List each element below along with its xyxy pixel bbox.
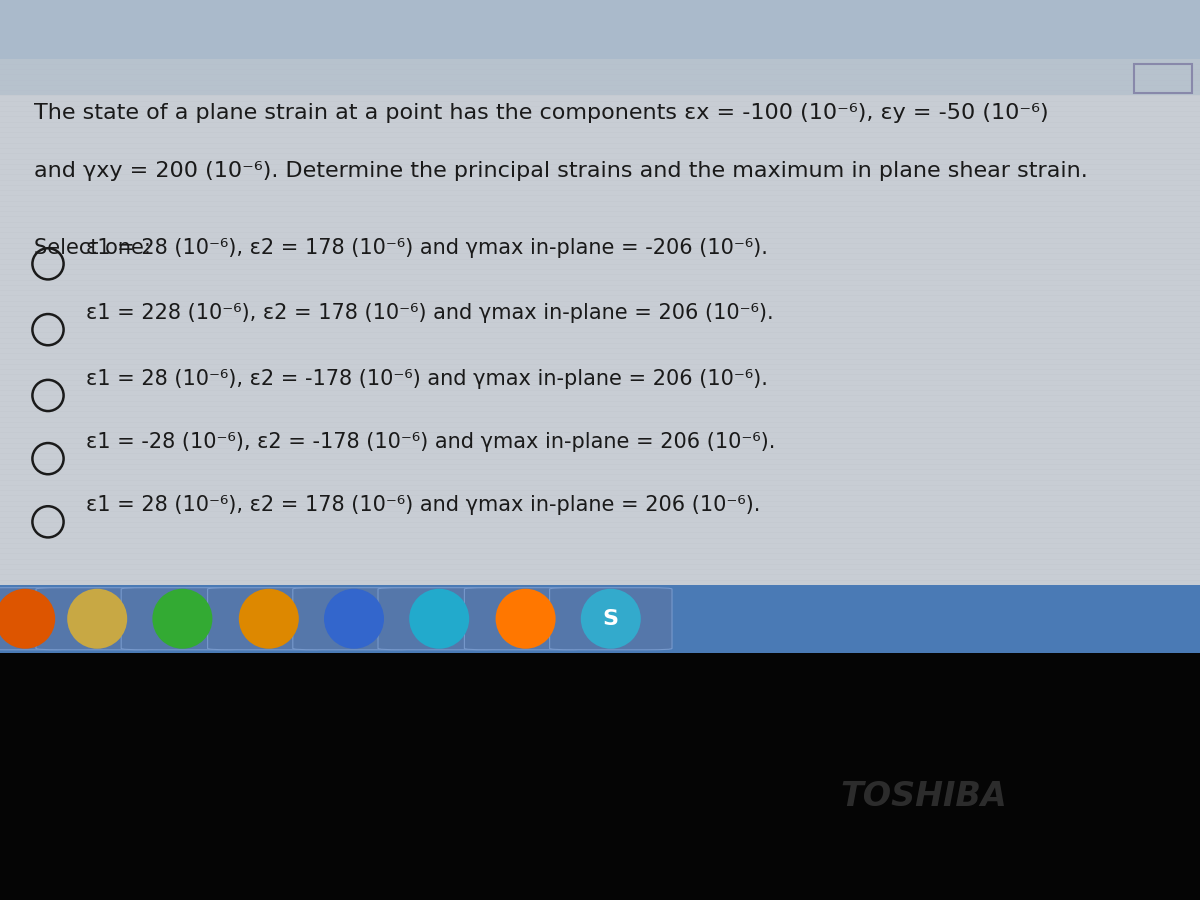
- Ellipse shape: [239, 589, 299, 649]
- FancyBboxPatch shape: [0, 585, 1200, 652]
- Ellipse shape: [152, 589, 212, 649]
- Text: ε1 = 28 (10⁻⁶), ε2 = 178 (10⁻⁶) and γmax in-plane = -206 (10⁻⁶).: ε1 = 28 (10⁻⁶), ε2 = 178 (10⁻⁶) and γmax…: [86, 238, 768, 257]
- FancyBboxPatch shape: [0, 58, 1200, 95]
- FancyBboxPatch shape: [550, 588, 672, 650]
- FancyBboxPatch shape: [464, 588, 587, 650]
- Text: The state of a plane strain at a point has the components εx = -100 (10⁻⁶), εy =: The state of a plane strain at a point h…: [34, 104, 1049, 123]
- Text: ε1 = 228 (10⁻⁶), ε2 = 178 (10⁻⁶) and γmax in-plane = 206 (10⁻⁶).: ε1 = 228 (10⁻⁶), ε2 = 178 (10⁻⁶) and γma…: [86, 303, 774, 323]
- FancyBboxPatch shape: [0, 652, 1200, 900]
- Text: Select one:: Select one:: [34, 238, 150, 257]
- Text: ε1 = 28 (10⁻⁶), ε2 = 178 (10⁻⁶) and γmax in-plane = 206 (10⁻⁶).: ε1 = 28 (10⁻⁶), ε2 = 178 (10⁻⁶) and γmax…: [86, 496, 761, 516]
- Text: and γxy = 200 (10⁻⁶). Determine the principal strains and the maximum in plane s: and γxy = 200 (10⁻⁶). Determine the prin…: [34, 161, 1087, 181]
- Text: ε1 = -28 (10⁻⁶), ε2 = -178 (10⁻⁶) and γmax in-plane = 206 (10⁻⁶).: ε1 = -28 (10⁻⁶), ε2 = -178 (10⁻⁶) and γm…: [86, 432, 775, 453]
- Text: TOSHIBA: TOSHIBA: [841, 779, 1007, 813]
- FancyBboxPatch shape: [208, 588, 330, 650]
- FancyBboxPatch shape: [36, 588, 158, 650]
- FancyBboxPatch shape: [378, 588, 500, 650]
- Ellipse shape: [581, 589, 641, 649]
- FancyBboxPatch shape: [0, 0, 1200, 58]
- Ellipse shape: [0, 589, 55, 649]
- FancyBboxPatch shape: [0, 588, 71, 650]
- Ellipse shape: [324, 589, 384, 649]
- Text: S: S: [602, 608, 619, 629]
- Ellipse shape: [409, 589, 469, 649]
- FancyBboxPatch shape: [293, 588, 415, 650]
- Text: ε1 = 28 (10⁻⁶), ε2 = -178 (10⁻⁶) and γmax in-plane = 206 (10⁻⁶).: ε1 = 28 (10⁻⁶), ε2 = -178 (10⁻⁶) and γma…: [86, 369, 768, 389]
- Ellipse shape: [496, 589, 556, 649]
- Ellipse shape: [67, 589, 127, 649]
- FancyBboxPatch shape: [121, 588, 244, 650]
- FancyBboxPatch shape: [0, 58, 1200, 585]
